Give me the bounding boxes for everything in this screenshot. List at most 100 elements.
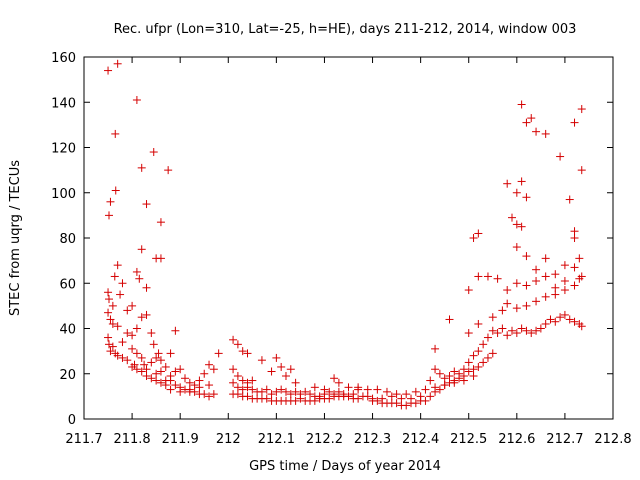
data-point	[440, 381, 449, 390]
data-point	[320, 385, 329, 394]
data-point	[137, 245, 146, 254]
data-point	[118, 353, 127, 362]
data-point	[503, 331, 512, 340]
x-tick-label: 212.4	[402, 432, 439, 447]
data-point	[354, 394, 363, 403]
data-point	[111, 129, 120, 138]
data-point	[161, 381, 170, 390]
data-point	[402, 401, 411, 410]
data-point	[522, 118, 531, 127]
data-point	[301, 387, 310, 396]
data-point	[450, 376, 459, 385]
data-point	[570, 234, 579, 242]
data-point	[522, 301, 531, 310]
data-point	[116, 290, 125, 299]
data-point	[310, 383, 319, 392]
data-point	[147, 358, 156, 367]
y-tick-label: 80	[59, 232, 76, 247]
data-point	[248, 376, 257, 385]
data-point	[113, 351, 122, 360]
data-point	[474, 229, 483, 238]
data-point	[137, 353, 146, 362]
data-point	[373, 396, 382, 405]
x-tick-label: 212.3	[354, 432, 391, 447]
data-point	[152, 376, 161, 385]
data-point	[205, 381, 214, 390]
data-point	[536, 324, 545, 333]
x-tick-label: 212.5	[450, 432, 487, 447]
data-point	[262, 385, 271, 394]
data-point	[248, 385, 257, 394]
data-point	[392, 390, 401, 399]
data-point	[431, 365, 440, 374]
data-point	[541, 254, 550, 263]
data-point	[527, 329, 536, 338]
data-point	[354, 383, 363, 392]
data-point	[532, 297, 541, 306]
data-point	[522, 326, 531, 335]
data-point	[541, 272, 550, 281]
data-point	[459, 365, 468, 374]
data-point	[166, 385, 175, 394]
data-point	[142, 365, 151, 374]
data-point	[474, 319, 483, 328]
data-point	[267, 367, 276, 376]
data-point	[257, 356, 266, 365]
data-point	[488, 326, 497, 335]
data-point	[459, 372, 468, 381]
data-point	[281, 387, 290, 396]
data-point	[286, 365, 295, 374]
data-point	[104, 288, 113, 297]
data-point	[132, 349, 141, 358]
data-point	[128, 301, 137, 310]
data-point	[176, 387, 185, 396]
data-point	[171, 367, 180, 376]
data-point	[421, 396, 430, 405]
data-point	[233, 383, 242, 392]
data-point	[195, 376, 204, 385]
data-point	[402, 390, 411, 399]
data-point	[152, 353, 161, 362]
data-point	[137, 313, 146, 322]
data-point	[233, 372, 242, 381]
data-point	[190, 387, 199, 396]
data-point	[503, 179, 512, 188]
y-tick-label: 100	[51, 187, 76, 202]
data-point	[154, 349, 163, 358]
data-point	[214, 349, 223, 358]
data-point	[161, 362, 170, 371]
data-point	[570, 317, 579, 326]
data-point	[128, 331, 137, 340]
data-point	[135, 274, 144, 283]
data-point	[382, 387, 391, 396]
y-tick-label: 120	[51, 142, 76, 157]
data-point	[310, 396, 319, 405]
data-point	[113, 59, 122, 68]
data-point	[277, 362, 286, 371]
x-axis-label: GPS time / Days of year 2014	[249, 459, 441, 474]
data-point	[517, 324, 526, 333]
data-point	[291, 396, 300, 405]
data-point	[108, 319, 117, 328]
data-point	[508, 213, 517, 222]
data-point	[373, 385, 382, 394]
data-point	[108, 342, 117, 351]
data-point	[556, 313, 565, 322]
data-point	[541, 319, 550, 328]
y-tick-label: 40	[59, 323, 76, 338]
data-point	[132, 267, 141, 276]
data-point	[431, 387, 440, 396]
data-point	[243, 349, 252, 358]
data-point	[577, 322, 586, 331]
data-point	[551, 270, 560, 279]
data-point	[147, 374, 156, 383]
data-point	[205, 360, 214, 369]
data-point	[498, 324, 507, 333]
data-point	[556, 152, 565, 161]
data-point	[142, 200, 151, 209]
data-point	[426, 376, 435, 385]
data-point	[522, 281, 531, 290]
data-point	[180, 374, 189, 383]
data-point	[565, 315, 574, 324]
data-point	[512, 329, 521, 338]
